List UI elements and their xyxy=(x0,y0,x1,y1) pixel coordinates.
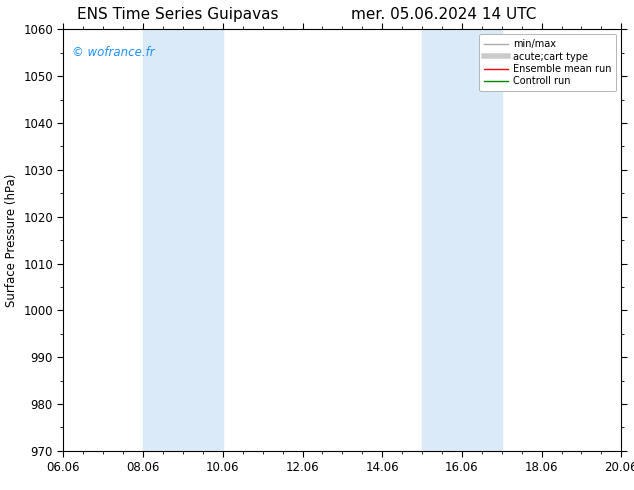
Text: © wofrance.fr: © wofrance.fr xyxy=(72,46,155,59)
Legend: min/max, acute;cart type, Ensemble mean run, Controll run: min/max, acute;cart type, Ensemble mean … xyxy=(479,34,616,91)
Bar xyxy=(143,29,223,451)
Text: ENS Time Series Guipavas: ENS Time Series Guipavas xyxy=(77,7,278,23)
Text: mer. 05.06.2024 14 UTC: mer. 05.06.2024 14 UTC xyxy=(351,7,536,23)
Bar xyxy=(422,29,501,451)
Y-axis label: Surface Pressure (hPa): Surface Pressure (hPa) xyxy=(4,173,18,307)
